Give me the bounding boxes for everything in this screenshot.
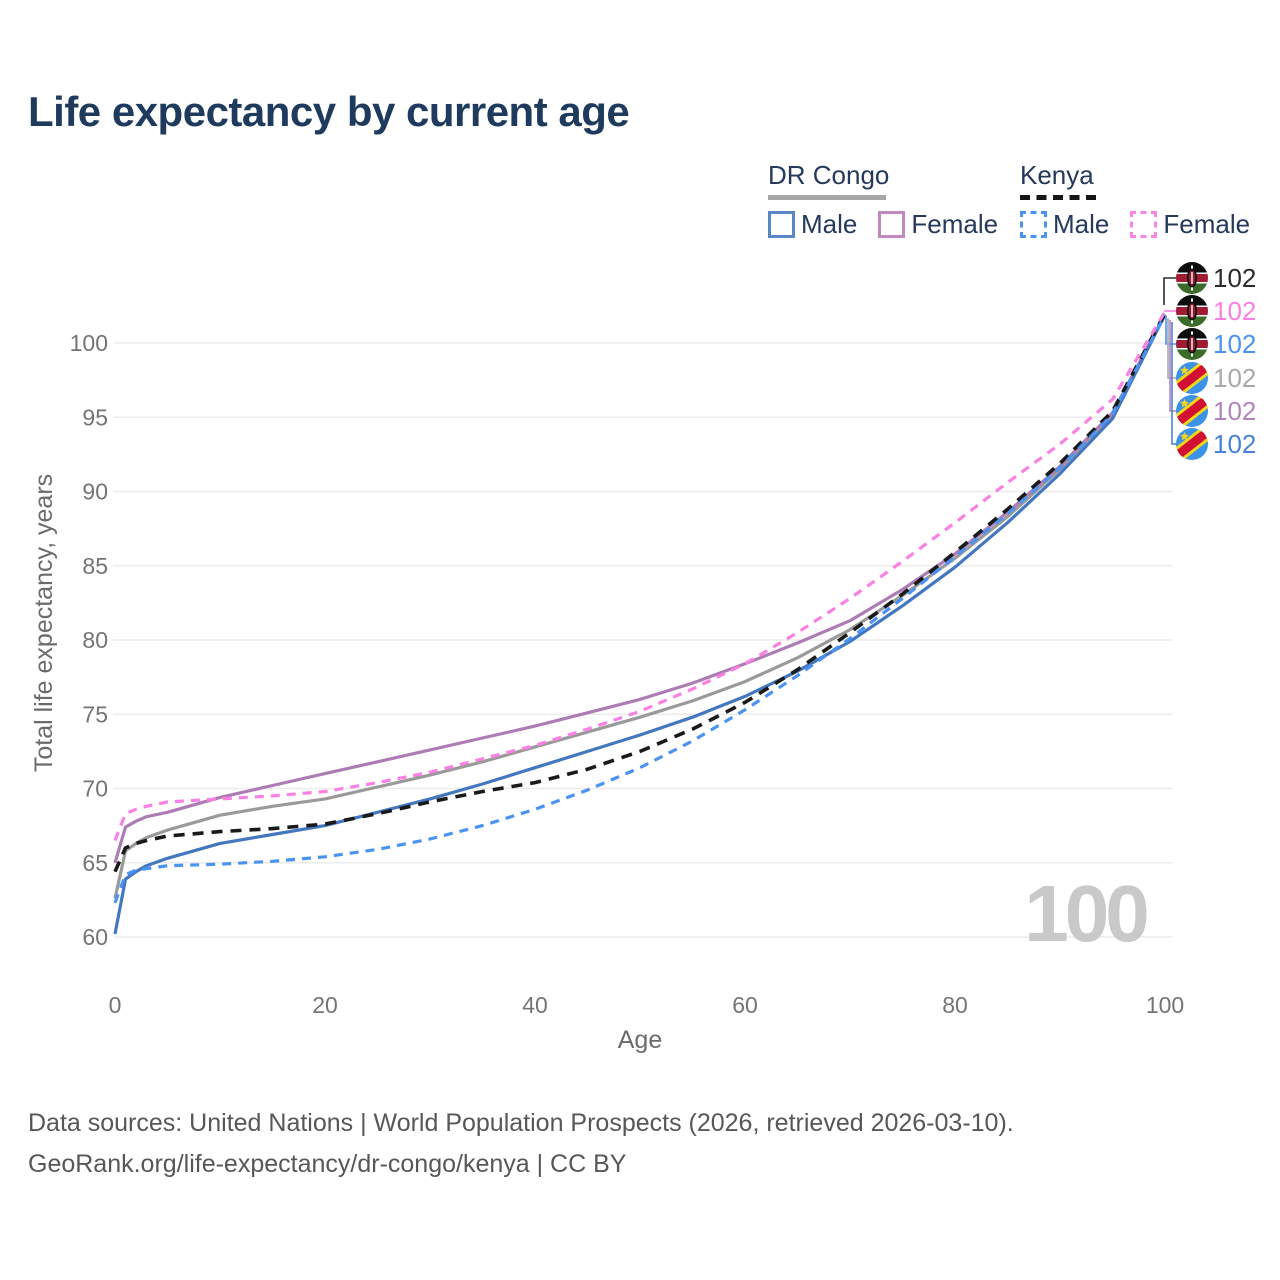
legend-heading-dr-congo: DR Congo	[768, 160, 890, 190]
y-axis-title: Total life expectancy, years	[30, 474, 58, 772]
watermark-100: 100	[1024, 869, 1147, 958]
series-line-kenya_female	[113, 310, 1167, 842]
y-tick-label: 60	[82, 924, 108, 950]
series-line-kenya_male	[113, 314, 1167, 904]
legend-label: Male	[801, 209, 858, 239]
swatch-solid-male	[768, 211, 795, 238]
swatch-dashed-female	[1130, 211, 1158, 238]
leader-line	[1167, 318, 1176, 379]
flag-icon-kenya	[1176, 262, 1208, 294]
x-tick-label: 100	[1146, 992, 1184, 1018]
series-line-drc_male	[113, 314, 1167, 935]
end-value-label: 102	[1213, 363, 1256, 393]
footer-datasource: Data sources: United Nations | World Pop…	[28, 1109, 1014, 1137]
end-value-label: 102	[1213, 263, 1256, 293]
y-tick-label: 100	[70, 330, 108, 356]
leader-line	[1163, 277, 1176, 305]
legend-item-kenya-female[interactable]: Female	[1130, 209, 1250, 240]
legend-group-dr-congo: DR Congo Male Female	[768, 160, 1019, 240]
x-tick-label: 40	[522, 992, 548, 1018]
legend-underline-solid	[768, 195, 886, 200]
leader-lines	[1163, 277, 1176, 445]
end-value-label: 102	[1213, 329, 1256, 359]
legend-label: Female	[911, 209, 999, 239]
leader-line	[1171, 322, 1176, 445]
legend-item-drc-female[interactable]: Female	[878, 209, 998, 240]
series-lines	[113, 310, 1167, 935]
flag-icon-dr-congo	[1176, 395, 1208, 427]
series-line-kenya_both	[113, 312, 1167, 873]
series-line-drc_female	[113, 314, 1167, 864]
legend-group-kenya: Kenya Male Female	[1020, 160, 1271, 240]
flag-icon-kenya	[1176, 295, 1208, 327]
flag-icon-dr-congo	[1176, 362, 1208, 394]
y-tick-label: 80	[82, 627, 108, 653]
legend-item-kenya-male[interactable]: Male	[1020, 209, 1109, 240]
swatch-solid-female	[878, 211, 906, 238]
legend-label: Female	[1163, 209, 1251, 239]
footer-url: GeoRank.org/life-expectancy/dr-congo/ken…	[28, 1150, 627, 1178]
x-tick-label: 80	[942, 992, 968, 1018]
flag-icons	[1176, 262, 1208, 460]
flag-icon-kenya	[1176, 328, 1208, 360]
y-tick-label: 65	[82, 850, 108, 876]
gridlines	[113, 342, 1172, 938]
y-tick-label: 75	[82, 701, 108, 727]
footer: Data sources: United Nations | World Pop…	[28, 1103, 1014, 1185]
axis-ticks: 60 65 70 75 80 85 90 95 100 0 20 40 60 80 100	[70, 330, 1185, 1018]
end-value-label: 102	[1213, 396, 1256, 426]
x-tick-label: 0	[109, 992, 122, 1018]
swatch-dashed-male	[1020, 211, 1047, 238]
series-line-drc_both	[113, 314, 1167, 899]
flag-icon-dr-congo	[1176, 428, 1208, 460]
x-axis-title: Age	[618, 1026, 662, 1054]
y-tick-label: 70	[82, 776, 108, 802]
x-tick-label: 60	[732, 992, 758, 1018]
y-tick-label: 90	[82, 479, 108, 505]
y-tick-label: 95	[82, 404, 108, 430]
end-value-label: 102	[1213, 296, 1256, 326]
end-value-label: 102	[1213, 429, 1256, 459]
page-title: Life expectancy by current age	[28, 88, 630, 135]
legend-underline-dashed	[1020, 195, 1096, 200]
y-tick-label: 85	[82, 553, 108, 579]
leader-line	[1169, 320, 1176, 412]
legend-item-drc-male[interactable]: Male	[768, 209, 857, 240]
legend-label: Male	[1053, 209, 1110, 239]
legend-heading-kenya: Kenya	[1020, 160, 1094, 190]
x-tick-label: 20	[312, 992, 338, 1018]
